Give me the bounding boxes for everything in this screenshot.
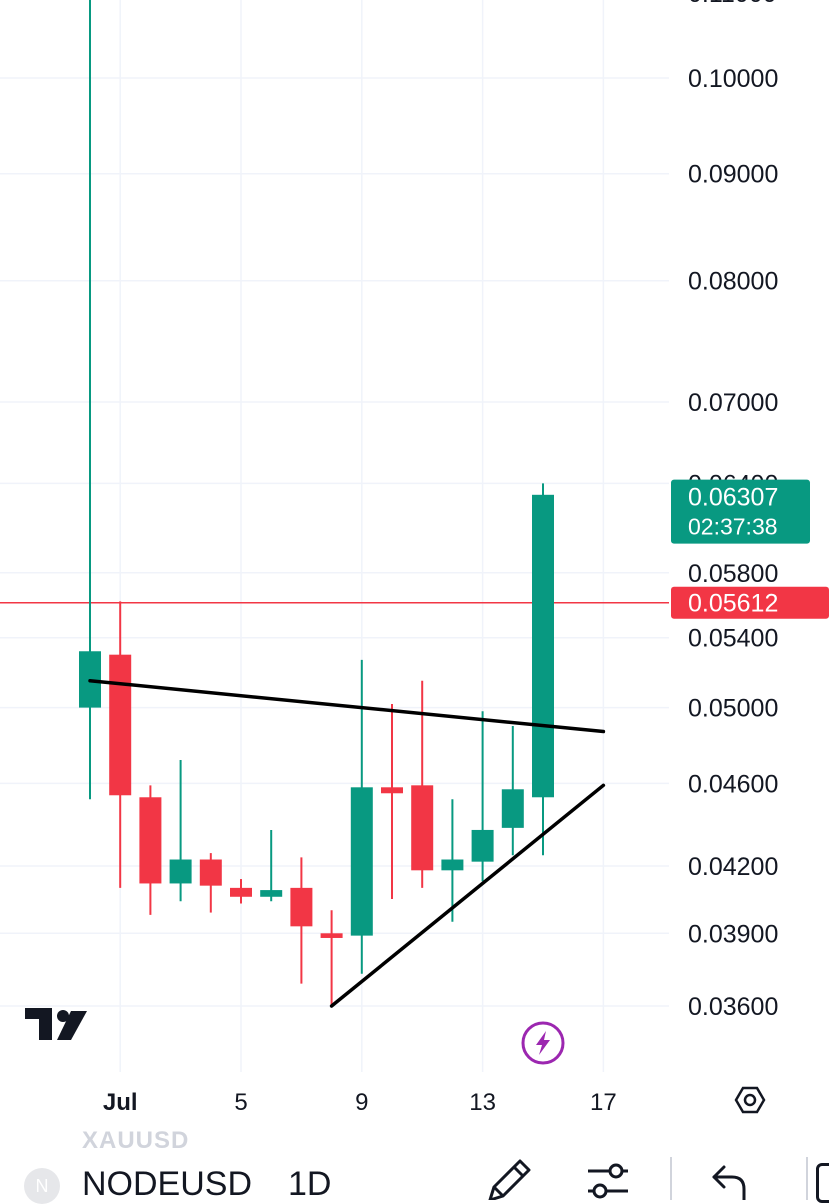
toolbar-divider xyxy=(670,1157,672,1200)
price-tick-label: 0.10000 xyxy=(688,65,778,93)
price-tick-label: 0.08000 xyxy=(688,268,778,296)
price-tick-label: 0.05400 xyxy=(688,625,778,653)
candle-body xyxy=(290,887,313,927)
more-button[interactable] xyxy=(816,1163,829,1203)
candle xyxy=(320,910,343,1006)
candle xyxy=(532,483,554,856)
candle xyxy=(381,703,403,900)
settings-hexagon-icon[interactable] xyxy=(734,1086,766,1114)
price-axis: 0.10000 0.09000 0.08000 0.07000 0.05800 0.054… xyxy=(688,0,778,1021)
candle-body xyxy=(381,787,403,794)
candle xyxy=(139,785,162,915)
candle-body xyxy=(169,859,192,884)
price-tick-label: 0.05000 xyxy=(688,695,778,723)
last-price-tag-label: 0.06307 xyxy=(688,484,778,512)
last-price-tag xyxy=(671,479,810,544)
price-tick-label: 0.09000 xyxy=(688,161,778,189)
candle xyxy=(230,879,252,904)
sliders-icon[interactable] xyxy=(578,1157,638,1200)
candle-body xyxy=(471,829,494,862)
candle xyxy=(441,799,464,922)
undo-icon[interactable] xyxy=(698,1157,758,1200)
candle-body xyxy=(501,789,524,828)
bottom-toolbar: XAUUSD N NODEUSD 1D xyxy=(0,1127,829,1204)
price-tick-label: 0.03900 xyxy=(688,920,778,948)
price-tick-label: 0.05800 xyxy=(688,560,778,588)
date-tick-label: Jul xyxy=(103,1089,138,1116)
symbol-selector[interactable]: NODEUSD xyxy=(82,1165,253,1203)
candle-body xyxy=(109,654,132,796)
tradingview-logo-icon[interactable] xyxy=(25,1008,87,1040)
price-tick-label: 0.04600 xyxy=(688,770,778,798)
candle xyxy=(471,711,494,882)
candle-body xyxy=(350,787,373,936)
previous-symbol-label: XAUUSD xyxy=(82,1127,190,1154)
lightning-icon[interactable] xyxy=(521,1021,565,1065)
price-tick-label: 0.04200 xyxy=(688,853,778,881)
date-tick-label: 5 xyxy=(234,1089,247,1116)
candle-body xyxy=(441,859,464,871)
symbol-badge-icon: N xyxy=(24,1168,60,1204)
time-axis: Jul 5 9 13 17 xyxy=(103,1089,617,1116)
candle-body xyxy=(320,933,343,938)
toolbar-divider xyxy=(806,1157,808,1200)
price-tick-label: 0.11000 xyxy=(688,0,777,8)
candle-body xyxy=(139,797,162,884)
candle xyxy=(350,659,373,974)
candle xyxy=(169,759,192,902)
candle-body xyxy=(260,890,283,897)
pencil-icon[interactable] xyxy=(480,1157,540,1200)
candle xyxy=(260,829,283,902)
trendlines[interactable] xyxy=(88,679,606,1008)
date-tick-label: 9 xyxy=(355,1089,368,1116)
candle xyxy=(199,853,222,913)
price-line-tag xyxy=(671,586,829,619)
price-tick-label: 0.03600 xyxy=(688,993,778,1021)
interval-selector[interactable]: 1D xyxy=(288,1165,332,1203)
candle-body xyxy=(411,785,434,871)
trendline xyxy=(88,679,606,734)
trendline xyxy=(329,783,606,1008)
candle xyxy=(501,725,524,856)
candles xyxy=(79,0,554,1006)
countdown-label: 02:37:38 xyxy=(688,514,778,540)
date-tick-label: 17 xyxy=(590,1089,617,1116)
chart-grid xyxy=(0,0,669,1072)
candle-body xyxy=(532,494,554,798)
candle xyxy=(290,857,313,984)
candle xyxy=(109,601,132,888)
candlestick-chart[interactable]: 0.10000 0.09000 0.08000 0.07000 0.05800 0.054… xyxy=(0,0,829,1135)
date-tick-label: 13 xyxy=(469,1089,496,1116)
price-line-tag-label: 0.05612 xyxy=(688,590,778,618)
candle-body xyxy=(230,887,252,897)
candle-body xyxy=(199,859,222,886)
price-tick-label: 0.07000 xyxy=(688,389,778,417)
